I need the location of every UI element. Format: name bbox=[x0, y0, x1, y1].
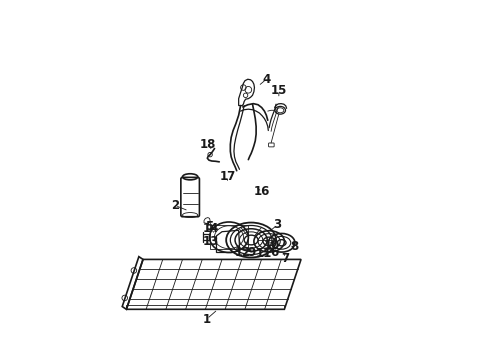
Text: 8: 8 bbox=[290, 240, 298, 253]
Text: 17: 17 bbox=[220, 170, 236, 183]
Text: 11: 11 bbox=[255, 247, 272, 260]
Text: 18: 18 bbox=[200, 138, 217, 151]
Text: 10: 10 bbox=[264, 239, 280, 252]
Text: 1: 1 bbox=[203, 312, 211, 325]
Text: 2: 2 bbox=[171, 199, 179, 212]
Text: 3: 3 bbox=[273, 218, 282, 231]
Text: 13: 13 bbox=[203, 235, 219, 248]
Text: 14: 14 bbox=[203, 222, 219, 235]
Text: 9: 9 bbox=[247, 246, 255, 259]
Text: 6: 6 bbox=[270, 246, 279, 259]
Text: 5: 5 bbox=[205, 220, 214, 233]
Text: 15: 15 bbox=[270, 84, 287, 97]
Text: 7: 7 bbox=[282, 252, 290, 265]
Text: 16: 16 bbox=[254, 185, 270, 198]
Text: 12: 12 bbox=[235, 246, 251, 259]
Text: 4: 4 bbox=[262, 73, 270, 86]
